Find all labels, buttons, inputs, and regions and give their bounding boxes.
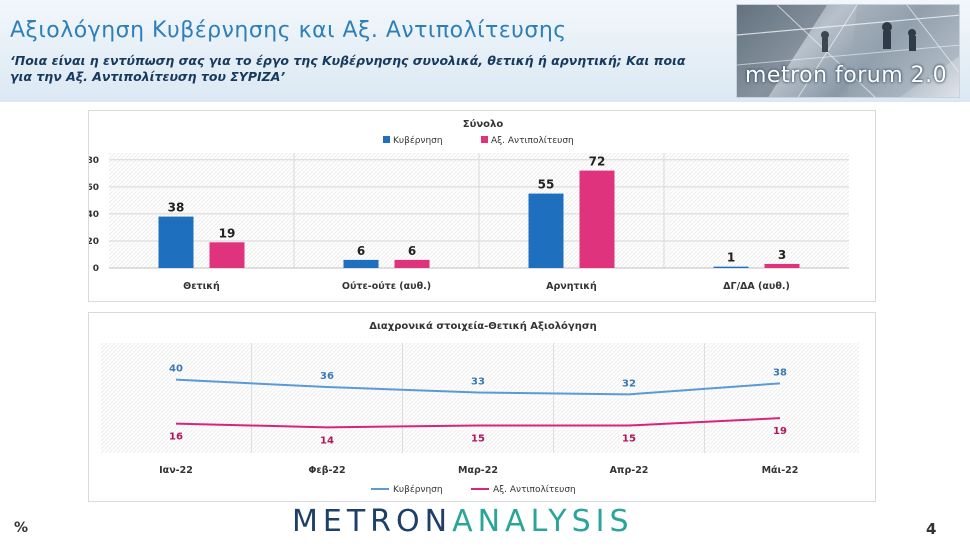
percent-sign: % (14, 520, 29, 536)
line-value-label-1-0: 16 (169, 432, 183, 443)
bar-legend-label-0: Κυβέρνηση (393, 135, 443, 146)
bar-category-label-1: Ούτε-ούτε (αυθ.) (342, 281, 431, 292)
line-plot-area (101, 343, 859, 453)
line-chart-panel: Διαχρονικά στοιχεία-Θετική Αξιολόγηση 40 3… (88, 312, 876, 502)
bar-ytick-3: 60 (89, 183, 99, 193)
bar-1-1 (394, 259, 430, 268)
bar-legend-swatch-0 (383, 136, 390, 143)
bar-chart-panel: Σύνολο Κυβέρνηση Αξ. Αντιπολίτευση 0 20 40 60 8… (88, 110, 876, 302)
bar-0-3 (713, 266, 749, 268)
header-banner: Αξιολόγηση Κυβέρνησης και Αξ. Αντιπολίτε… (0, 0, 970, 102)
bar-1-0 (209, 242, 245, 268)
line-value-label-0-2: 33 (471, 377, 485, 388)
line-value-label-1-1: 14 (320, 435, 334, 446)
bar-legend-swatch-1 (481, 136, 488, 143)
brand-part-2: ANALYSIS (452, 504, 634, 539)
metron-forum-logo: metron forum 2.0 (736, 4, 960, 98)
bar-chart-title: Σύνολο (463, 118, 504, 130)
bar-value-label-1-2: 72 (589, 155, 606, 169)
line-value-label-0-0: 40 (169, 364, 183, 375)
line-x-label-1: Φεβ-22 (308, 465, 345, 476)
bar-category-label-3: ΔΓ/ΔΑ (αυθ.) (723, 281, 790, 292)
line-chart-title: Διαχρονικά στοιχεία-Θετική Αξιολόγηση (369, 320, 597, 332)
bar-ytick-2: 40 (89, 210, 99, 220)
page-title: Αξιολόγηση Κυβέρνησης και Αξ. Αντιπολίτε… (10, 18, 567, 43)
bar-category-label-0: Θετική (183, 281, 220, 292)
line-legend-label-1: Αξ. Αντιπολίτευση (493, 485, 576, 495)
line-x-label-4: Μάι-22 (762, 465, 799, 476)
bar-value-label-0-0: 38 (168, 201, 185, 215)
line-x-label-3: Απρ-22 (610, 465, 649, 476)
brand-part-1: METRON (292, 504, 453, 539)
bar-0-0 (158, 216, 194, 268)
line-series-0 (175, 378, 781, 396)
line-legend-label-0: Κυβέρνηση (393, 484, 443, 495)
line-value-label-1-4: 19 (773, 426, 787, 437)
line-x-label-0: Ιαν-22 (159, 465, 193, 476)
bar-value-label-0-2: 55 (538, 178, 555, 192)
bar-ytick-0: 0 (93, 264, 99, 274)
bar-value-label-1-3: 3 (778, 248, 786, 262)
bar-1-3 (764, 263, 800, 268)
page-subtitle: ‘Ποια είναι η εντύπωση σας για το έργο τ… (10, 53, 686, 84)
line-value-label-1-3: 15 (622, 434, 636, 445)
bar-value-label-0-3: 1 (727, 251, 735, 265)
bar-ytick-4: 80 (89, 156, 99, 166)
bar-0-2 (528, 193, 564, 268)
line-value-label-0-4: 38 (773, 367, 787, 378)
line-value-label-0-3: 32 (622, 378, 636, 389)
bar-category-label-2: Αρνητική (546, 281, 597, 292)
bar-value-label-0-1: 6 (357, 244, 365, 258)
bar-legend-label-1: Αξ. Αντιπολίτευση (491, 136, 574, 146)
page-number: 4 (926, 520, 937, 538)
bar-0-1 (343, 259, 379, 268)
line-value-label-1-2: 15 (471, 434, 485, 445)
bar-1-2 (579, 170, 615, 268)
metron-analysis-logo: METRONANALYSIS (292, 504, 634, 539)
bar-ytick-1: 20 (89, 237, 99, 247)
line-chart: Διαχρονικά στοιχεία-Θετική Αξιολόγηση 40 3… (101, 320, 859, 495)
line-value-label-0-1: 36 (320, 371, 334, 382)
forum-logo-text: metron forum 2.0 (745, 63, 948, 88)
bar-value-label-1-1: 6 (408, 244, 416, 258)
line-x-label-2: Μαρ-22 (458, 465, 498, 476)
bar-value-label-1-0: 19 (219, 226, 236, 240)
forum-logo-graphic (737, 5, 959, 97)
line-series-1 (175, 417, 781, 429)
bar-chart: Σύνολο Κυβέρνηση Αξ. Αντιπολίτευση 0 20 40 60 8… (89, 118, 849, 292)
